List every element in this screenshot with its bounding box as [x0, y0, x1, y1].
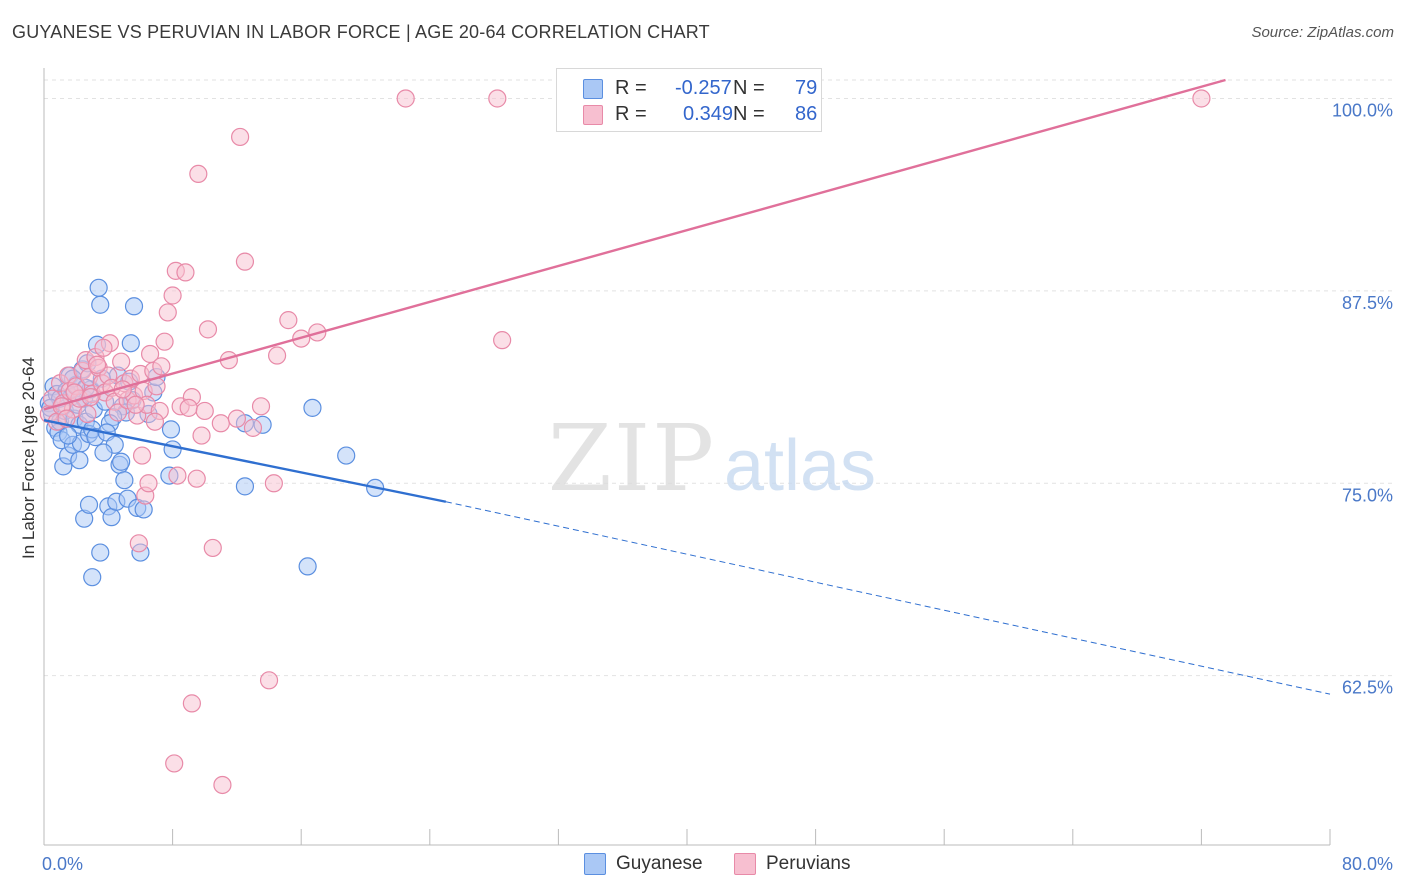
bottom-legend-label-guyanese: Guyanese [616, 853, 703, 874]
legend-r-value: 0.349 [683, 103, 734, 125]
peruvian-point [87, 355, 107, 374]
y-axis-label: In Labor Force | Age 20-64 [19, 357, 38, 559]
bottom-legend-swatch-peruvians [734, 853, 756, 875]
peruvian-points [39, 89, 1211, 795]
guyanese-trendline-extension [445, 501, 1331, 695]
legend-swatch-guyanese [583, 79, 603, 99]
guyanese-trendline [43, 419, 447, 503]
peruvian-point [493, 331, 512, 350]
guyanese-point [91, 543, 110, 562]
y-tick-label: 62.5% [1342, 678, 1393, 698]
watermark-atlas: atlas [724, 426, 876, 506]
peruvian-point [264, 474, 283, 493]
x-tick-label-max: 80.0% [1342, 854, 1393, 874]
label-layer: 62.5% 75.0% 87.5% 100.0% 0.0% 80.0% In Labor F… [19, 100, 1393, 874]
y-tick-label: 87.5% [1342, 293, 1393, 313]
bottom-legend-label-peruvians: Peruvians [766, 853, 851, 874]
guyanese-point [59, 426, 78, 445]
watermark-zip: ZIP [548, 405, 716, 512]
guyanese-point [235, 477, 255, 496]
guyanese-point [124, 297, 144, 316]
guyanese-point [121, 334, 140, 353]
legend-n-value: 86 [795, 103, 818, 125]
guyanese-point [89, 278, 108, 297]
guyanese-point [163, 440, 182, 459]
peruvian-point [165, 754, 184, 773]
peruvian-point [78, 404, 97, 424]
peruvian-point [279, 311, 298, 330]
y-tick-label: 75.0% [1342, 485, 1393, 505]
guyanese-point [94, 443, 113, 462]
guyanese-point [161, 420, 181, 439]
peruvian-point [1192, 89, 1211, 108]
bottom-legend-swatch-guyanese [584, 853, 606, 875]
peruvian-point [227, 409, 246, 428]
peruvian-point [488, 89, 507, 108]
source-label: Source: ZipAtlas.com [1251, 24, 1394, 41]
peruvian-point [187, 469, 206, 488]
peruvian-point [94, 338, 113, 357]
peruvian-point [163, 286, 182, 305]
peruvian-point [203, 538, 222, 558]
peruvian-point [243, 418, 263, 437]
trend-layer [43, 78, 1331, 695]
peruvian-point [179, 398, 198, 417]
peruvian-point [152, 357, 171, 376]
chart-title: GUYANESE VS PERUVIAN IN LABOR FORCE | AG… [12, 22, 710, 42]
legend-r-value: -0.257 [675, 77, 732, 99]
peruvian-point [192, 426, 211, 445]
y-tick-label: 100.0% [1332, 100, 1393, 120]
peruvian-point [176, 263, 195, 282]
peruvian-point [189, 164, 208, 184]
peruvian-point [231, 127, 250, 147]
guyanese-point [303, 398, 322, 417]
peruvian-point [198, 320, 218, 339]
peruvian-point [126, 395, 145, 414]
guyanese-point [337, 446, 356, 465]
peruvian-point [129, 534, 148, 553]
guyanese-point [79, 495, 99, 514]
guyanese-point [102, 508, 121, 527]
grid-layer [44, 79, 1394, 677]
guyanese-point [70, 451, 89, 470]
legend-r-label: R = [615, 103, 647, 125]
peruvian-point [267, 346, 287, 365]
peruvian-point [259, 671, 279, 690]
axis-layer [43, 68, 1331, 846]
peruvian-point [112, 352, 131, 371]
guyanese-point [83, 568, 102, 587]
x-tick-label-min: 0.0% [42, 854, 83, 874]
peruvian-point [211, 414, 230, 433]
guyanese-point [298, 557, 317, 576]
peruvian-point [145, 412, 165, 431]
legend-n-value: 79 [795, 77, 818, 99]
peruvian-point [396, 89, 415, 108]
guyanese-point [91, 295, 110, 314]
peruvian-point [182, 694, 201, 713]
peruvian-point [158, 303, 177, 322]
peruvian-point [155, 332, 174, 351]
legend-n-label: N = [733, 103, 765, 125]
peruvian-point [251, 397, 271, 416]
legend-r-label: R = [615, 77, 647, 99]
peruvian-point [213, 775, 232, 795]
legend-swatch-peruvians [583, 105, 603, 125]
guyanese-point [115, 471, 134, 490]
peruvian-point [195, 401, 214, 421]
peruvian-point [168, 466, 187, 485]
legend-n-label: N = [733, 77, 765, 99]
peruvian-trendline [43, 78, 1226, 411]
guyanese-point [112, 452, 131, 471]
stats-legend: R = -0.257 N = 79 R = 0.349 N = 86 [556, 68, 822, 132]
peruvian-point [235, 252, 255, 271]
peruvian-point [108, 403, 128, 422]
peruvian-point [132, 446, 152, 465]
peruvian-point [139, 474, 158, 493]
